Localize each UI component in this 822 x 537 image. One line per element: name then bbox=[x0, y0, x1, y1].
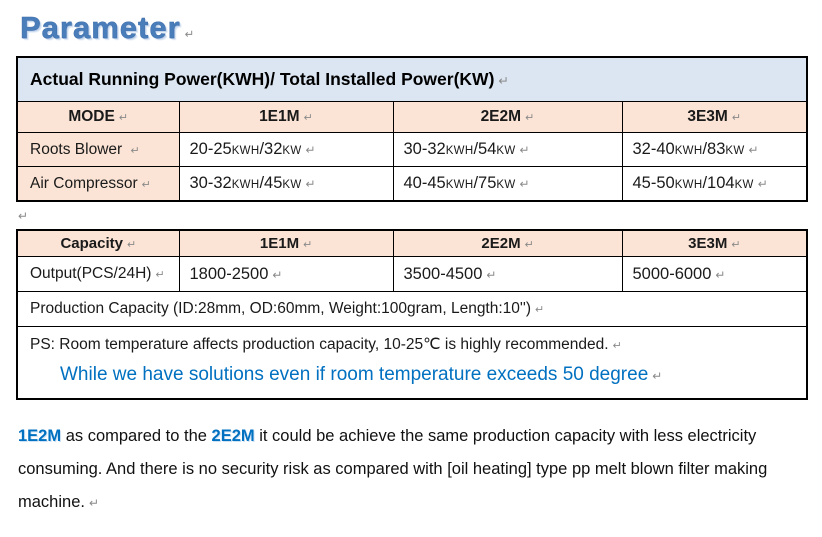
pilcrow-mark: ↵ bbox=[141, 178, 152, 191]
paragraph-break: ↵ bbox=[16, 202, 806, 229]
col-header-3e3m: 3E3M ↵ bbox=[621, 229, 808, 257]
capacity-table: Capacity ↵ 1E1M ↵ 2E2M ↵ 3E3M ↵ Output(PCS/2… bbox=[16, 229, 808, 400]
output-value: 5000-6000 ↵ bbox=[621, 256, 808, 292]
output-value: 1800-2500 ↵ bbox=[178, 256, 394, 292]
pilcrow-mark: ↵ bbox=[486, 267, 497, 282]
ps-highlight: While we have solutions even if room tem… bbox=[60, 364, 663, 385]
pilcrow-mark: ↵ bbox=[715, 267, 726, 282]
pilcrow-mark: ↵ bbox=[303, 112, 313, 124]
power-table: Actual Running Power(KWH)/ Total Install… bbox=[16, 56, 809, 202]
ps-note-cell: PS: Room temperature affects production … bbox=[16, 326, 808, 400]
row-label-roots-blower: Roots Blower ↵ bbox=[16, 132, 180, 167]
power-value: 30-32KWH/45KW ↵ bbox=[178, 166, 394, 202]
pilcrow-mark: ↵ bbox=[612, 340, 622, 352]
col-header-capacity: Capacity ↵ bbox=[16, 229, 180, 257]
pilcrow-mark: ↵ bbox=[118, 112, 129, 124]
power-value: 40-45KWH/75KW ↵ bbox=[392, 166, 623, 202]
paragraph-text: as compared to the bbox=[61, 427, 212, 445]
comparison-paragraph: 1E2M as compared to the 2E2M it could be… bbox=[18, 420, 784, 520]
pilcrow-mark: ↵ bbox=[652, 369, 663, 383]
col-header-1e1m: 1E1M ↵ bbox=[178, 229, 394, 257]
row-label-output: Output(PCS/24H) ↵ bbox=[16, 256, 180, 292]
pilcrow-mark: ↵ bbox=[731, 112, 742, 124]
pilcrow-mark: ↵ bbox=[88, 496, 99, 510]
pilcrow-mark: ↵ bbox=[731, 239, 741, 251]
pilcrow-mark: ↵ bbox=[305, 143, 316, 157]
pilcrow-mark: ↵ bbox=[126, 239, 137, 251]
col-header-1e1m: 1E1M ↵ bbox=[178, 101, 394, 133]
page-title: Parameter ↵ bbox=[20, 10, 806, 46]
col-header-3e3m: 3E3M ↵ bbox=[621, 101, 808, 133]
power-value: 45-50KWH/104KW ↵ bbox=[621, 166, 808, 202]
power-table-title-cell: Actual Running Power(KWH)/ Total Install… bbox=[16, 56, 808, 102]
table-row: Capacity ↵ 1E1M ↵ 2E2M ↵ 3E3M ↵ bbox=[16, 229, 808, 257]
row-label-air-compressor: Air Compressor ↵ bbox=[16, 166, 180, 202]
pilcrow-mark: ↵ bbox=[303, 239, 313, 251]
paragraph-text: it could be achieve the same production … bbox=[18, 427, 768, 511]
power-value: 32-40KWH/83KW ↵ bbox=[621, 132, 808, 167]
pilcrow-mark: ↵ bbox=[184, 29, 195, 41]
pilcrow-mark: ↵ bbox=[519, 177, 530, 191]
col-header-mode: MODE ↵ bbox=[16, 101, 180, 133]
table-row: PS: Room temperature affects production … bbox=[16, 326, 808, 400]
power-table-title: Actual Running Power(KWH)/ Total Install… bbox=[30, 69, 495, 89]
pilcrow-mark: ↵ bbox=[519, 143, 530, 157]
page-title-text: Parameter bbox=[20, 10, 181, 46]
ps-note: PS: Room temperature affects production … bbox=[30, 336, 622, 353]
table-row: Production Capacity (ID:28mm, OD:60mm, W… bbox=[16, 291, 808, 327]
model-ref-1e2m: 1E2M bbox=[18, 427, 62, 445]
model-ref-2e2m: 2E2M bbox=[211, 427, 255, 445]
document-page: Parameter ↵ Actual Running Power(KWH)/ T… bbox=[16, 10, 809, 520]
pilcrow-mark: ↵ bbox=[305, 177, 316, 191]
col-header-2e2m: 2E2M ↵ bbox=[392, 101, 623, 133]
pilcrow-mark: ↵ bbox=[18, 208, 29, 223]
pilcrow-mark: ↵ bbox=[525, 112, 535, 124]
pilcrow-mark: ↵ bbox=[130, 144, 140, 157]
production-capacity-cell: Production Capacity (ID:28mm, OD:60mm, W… bbox=[16, 291, 808, 327]
pilcrow-mark: ↵ bbox=[748, 143, 759, 157]
col-header-2e2m: 2E2M ↵ bbox=[392, 229, 623, 257]
pilcrow-mark: ↵ bbox=[272, 267, 283, 282]
pilcrow-mark: ↵ bbox=[757, 177, 768, 191]
table-row: Roots Blower ↵ 20-25KWH/32KW ↵ 30-32KWH/5… bbox=[16, 132, 808, 167]
output-value: 3500-4500 ↵ bbox=[392, 256, 623, 292]
pilcrow-mark: ↵ bbox=[524, 239, 534, 251]
table-row: Actual Running Power(KWH)/ Total Install… bbox=[16, 56, 808, 102]
table-row: Air Compressor ↵ 30-32KWH/45KW ↵ 40-45KWH/… bbox=[16, 166, 808, 202]
pilcrow-mark: ↵ bbox=[498, 74, 509, 88]
pilcrow-mark: ↵ bbox=[155, 269, 165, 281]
table-row: Output(PCS/24H) ↵ 1800-2500 ↵ 3500-4500 ↵ 5… bbox=[16, 256, 808, 292]
table-row: MODE ↵ 1E1M ↵ 2E2M ↵ 3E3M ↵ bbox=[16, 101, 808, 133]
power-value: 30-32KWH/54KW ↵ bbox=[392, 132, 623, 167]
power-value: 20-25KWH/32KW ↵ bbox=[178, 132, 394, 167]
pilcrow-mark: ↵ bbox=[535, 304, 545, 316]
